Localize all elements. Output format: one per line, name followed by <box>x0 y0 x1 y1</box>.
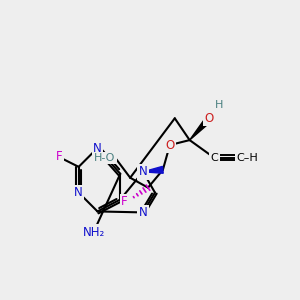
Text: F: F <box>121 195 128 208</box>
Text: H-O: H-O <box>94 153 115 163</box>
Text: C–H: C–H <box>236 153 258 163</box>
Text: N: N <box>139 206 147 219</box>
Text: H: H <box>215 100 224 110</box>
Text: N: N <box>93 142 102 154</box>
Text: F: F <box>56 150 62 164</box>
Text: NH₂: NH₂ <box>82 226 105 239</box>
Text: C: C <box>211 153 218 163</box>
Text: O: O <box>165 139 174 152</box>
Text: N: N <box>74 186 83 199</box>
Text: N: N <box>139 165 147 178</box>
Polygon shape <box>190 116 212 140</box>
Text: O: O <box>205 112 214 125</box>
Polygon shape <box>143 167 163 173</box>
